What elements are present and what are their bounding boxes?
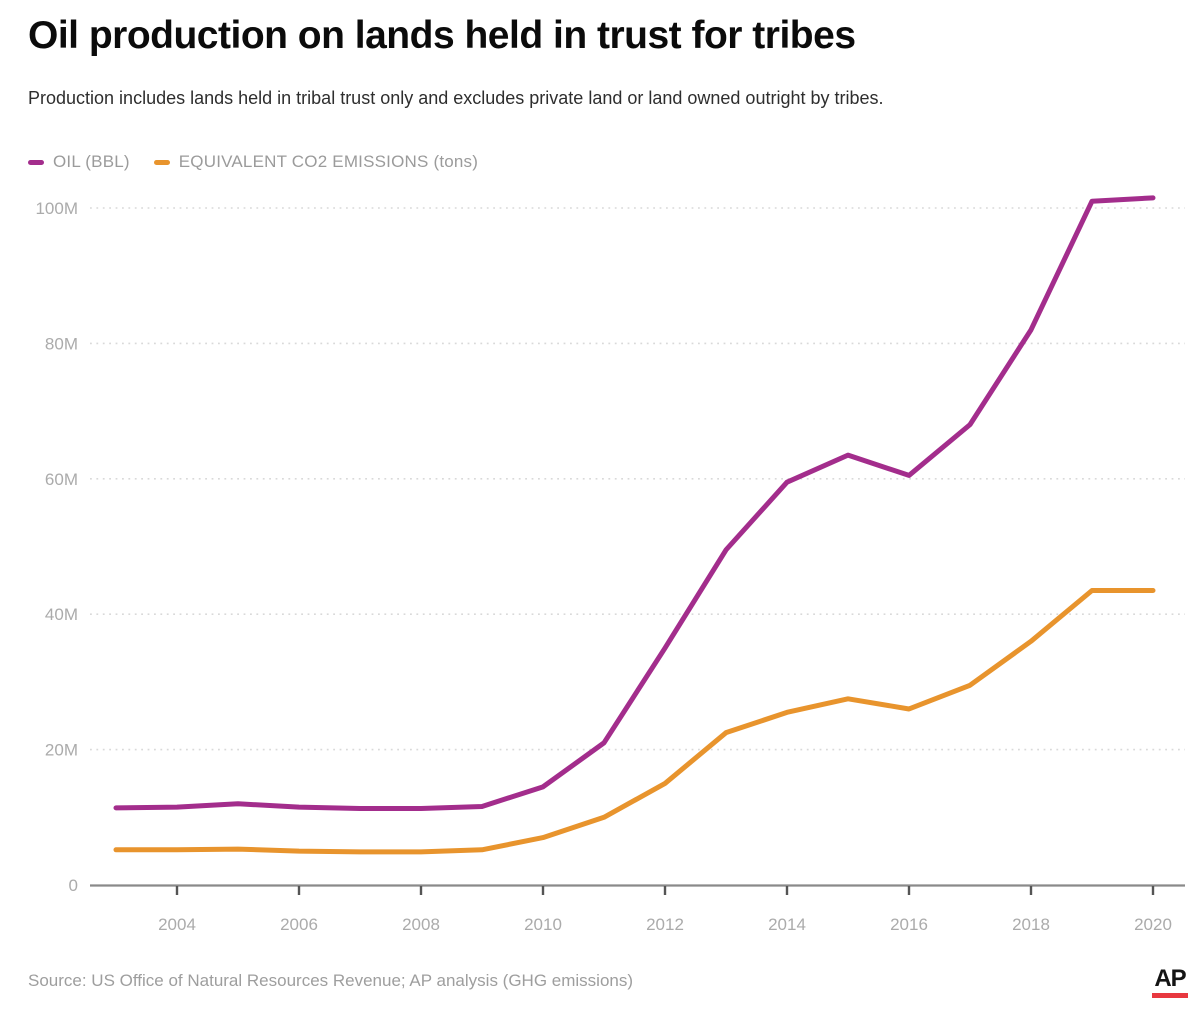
legend-label-co2: EQUIVALENT CO2 EMISSIONS (tons) — [178, 152, 479, 171]
y-tick-label: 20M — [45, 741, 78, 760]
ap-logo-bar — [1152, 993, 1188, 998]
co2-line-dash-icon — [153, 159, 170, 165]
x-tick-label: 2006 — [280, 915, 318, 934]
x-tick-label: 2010 — [524, 915, 562, 934]
x-ticks — [175, 886, 1155, 895]
x-tick-label: 2020 — [1134, 915, 1172, 934]
x-tick-label: 2016 — [890, 915, 928, 934]
x-tick-label: 2012 — [646, 915, 684, 934]
y-gridlines — [90, 207, 1185, 751]
legend: OIL (BBL) EQUIVALENT CO2 EMISSIONS (tons… — [28, 152, 478, 172]
y-tick-label: 100M — [35, 199, 78, 218]
source-text: Source: US Office of Natural Resources R… — [28, 971, 634, 990]
x-tick-labels: 2004 2006 2008 2010 2012 2014 2016 2018 2020 — [158, 915, 1172, 934]
y-tick-label: 0 — [69, 876, 78, 895]
y-tick-label: 60M — [45, 470, 78, 489]
x-tick-label: 2008 — [402, 915, 440, 934]
y-tick-label: 80M — [45, 334, 78, 353]
x-tick-label: 2018 — [1012, 915, 1050, 934]
x-tick-label: 2014 — [768, 915, 806, 934]
page-title: Oil production on lands held in trust fo… — [28, 14, 856, 57]
y-axis-labels: 0 20M 40M 60M 80M 100M — [35, 199, 78, 895]
x-tick-label: 2004 — [158, 915, 196, 934]
legend-label-oil: OIL (BBL) — [53, 152, 130, 171]
page-subtitle: Production includes lands held in tribal… — [28, 88, 884, 108]
ap-logo: AP — [1152, 966, 1188, 998]
legend-item-oil: OIL (BBL) — [28, 152, 130, 172]
co2-line — [113, 588, 1156, 855]
legend-item-co2: EQUIVALENT CO2 EMISSIONS (tons) — [153, 152, 479, 172]
y-tick-label: 40M — [45, 605, 78, 624]
oil-line-dash-icon — [28, 159, 44, 165]
ap-logo-text: AP — [1154, 965, 1186, 992]
oil-line — [113, 195, 1156, 811]
